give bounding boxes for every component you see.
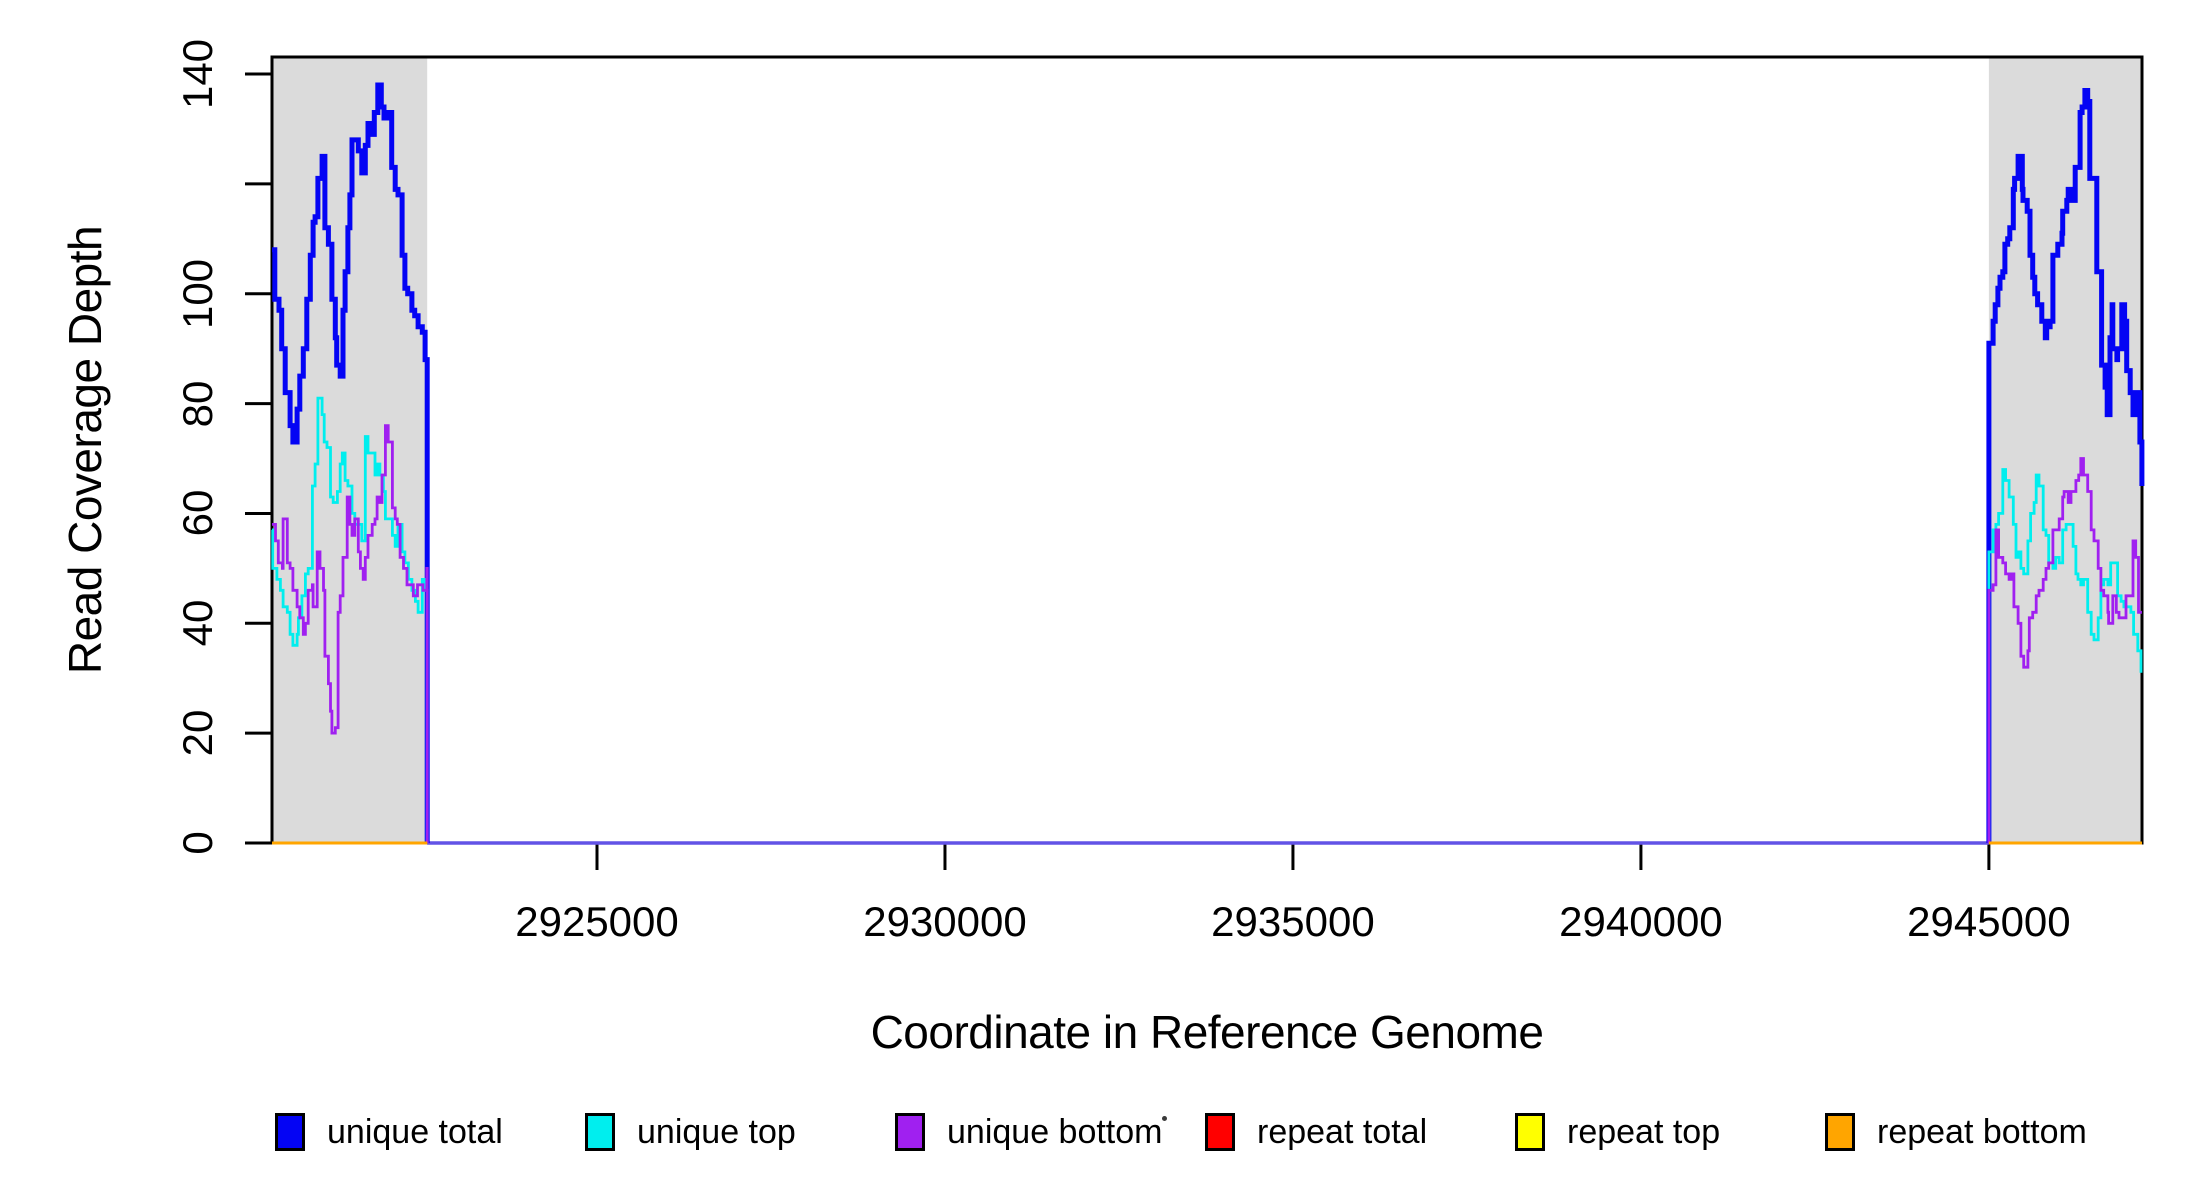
legend-label: repeat total <box>1257 1112 1428 1151</box>
legend-item-unique-top: unique top <box>585 1110 796 1154</box>
series-unique-bottom-seg0 <box>272 424 429 843</box>
legend-swatch-icon <box>1825 1113 1855 1151</box>
legend-label: unique total <box>327 1112 503 1151</box>
y-tick-label-0: 0 <box>174 831 221 855</box>
y-tick-label-80: 80 <box>174 380 221 427</box>
series-unique-total-seg1 <box>1986 88 2145 843</box>
legend-item-repeat-bottom: repeat bottom <box>1825 1110 2087 1154</box>
legend-label: unique bottom <box>947 1112 1163 1151</box>
legend-swatch-icon <box>585 1113 615 1151</box>
series-unique-top-seg1 <box>1987 468 2143 843</box>
artifact-dot <box>1162 1116 1167 1121</box>
y-tick-label-40: 40 <box>174 599 221 647</box>
x-tick-label-2935000: 2935000 <box>1211 898 1375 945</box>
legend-item-repeat-total: repeat total <box>1205 1110 1427 1154</box>
y-tick-label-20: 20 <box>174 709 221 757</box>
y-tick-label-60: 60 <box>174 490 221 537</box>
x-axis-title: Coordinate in Reference Genome <box>870 1006 1544 1058</box>
legend-swatch-icon <box>1515 1113 1545 1151</box>
legend-item-unique-total: unique total <box>275 1110 503 1154</box>
legend-item-unique-bottom: unique bottom <box>895 1110 1163 1154</box>
x-tick-label-2940000: 2940000 <box>1559 898 1723 945</box>
series-unique-top-seg0 <box>271 396 429 843</box>
series-unique-total-seg0 <box>272 82 430 843</box>
legend-item-repeat-top: repeat top <box>1515 1110 1720 1154</box>
shaded-region-1 <box>1988 57 2142 843</box>
y-tick-label-100: 100 <box>174 258 221 329</box>
x-tick-label-2945000: 2945000 <box>1907 898 2071 945</box>
legend-label: unique top <box>637 1112 796 1151</box>
plot-border <box>270 55 2144 845</box>
legend-label: repeat bottom <box>1877 1112 2087 1151</box>
legend-swatch-icon <box>1205 1113 1235 1151</box>
series-unique-bottom-seg1 <box>1987 457 2142 843</box>
legend-swatch-icon <box>275 1113 305 1151</box>
y-tick-label-140: 140 <box>174 38 221 110</box>
y-axis-title: Read Coverage Depth <box>59 225 111 675</box>
x-tick-label-2930000: 2930000 <box>863 898 1027 945</box>
x-tick-label-2925000: 2925000 <box>515 898 679 945</box>
legend-swatch-icon <box>895 1113 925 1151</box>
legend-label: repeat top <box>1567 1112 1721 1151</box>
